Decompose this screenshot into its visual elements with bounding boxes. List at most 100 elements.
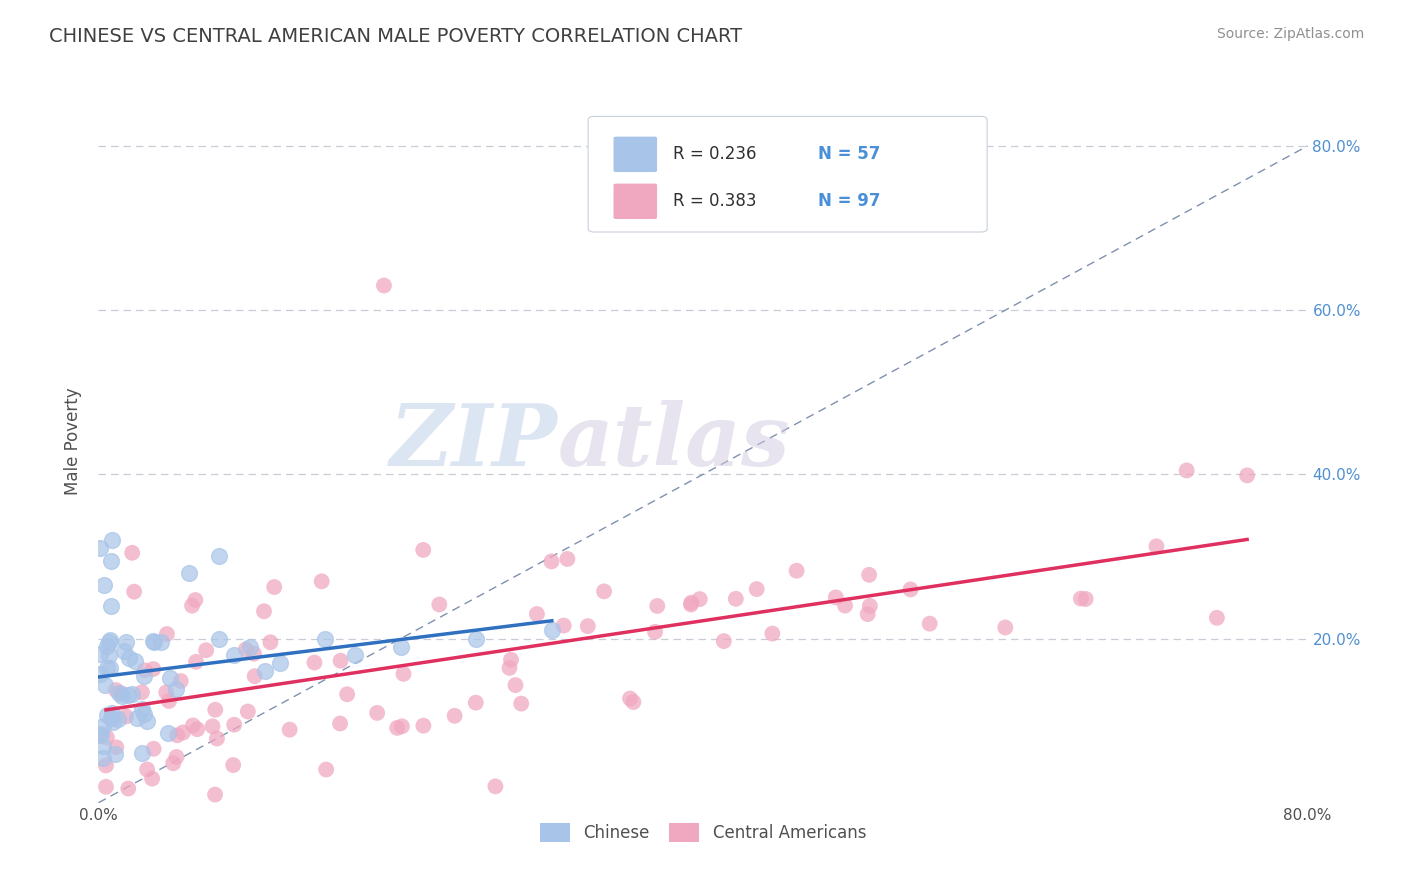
Legend: Chinese, Central Americans: Chinese, Central Americans xyxy=(533,816,873,848)
Point xyxy=(91,719,114,733)
Point xyxy=(745,582,768,596)
Point xyxy=(204,788,226,802)
Point xyxy=(373,278,395,293)
Point xyxy=(553,618,575,632)
Point xyxy=(201,719,224,733)
Point xyxy=(311,574,333,589)
Point xyxy=(134,669,156,683)
Point xyxy=(155,685,177,699)
Point xyxy=(195,643,218,657)
Point xyxy=(208,549,231,564)
Point xyxy=(96,731,118,745)
Point xyxy=(131,702,153,716)
Point xyxy=(644,624,666,639)
Point xyxy=(329,716,352,731)
Point xyxy=(165,682,187,697)
Point xyxy=(498,661,520,675)
Point xyxy=(824,591,846,605)
Point xyxy=(186,722,208,736)
Point xyxy=(1236,468,1258,483)
Text: CHINESE VS CENTRAL AMERICAN MALE POVERTY CORRELATION CHART: CHINESE VS CENTRAL AMERICAN MALE POVERTY… xyxy=(49,27,742,45)
Point xyxy=(412,542,434,557)
Point xyxy=(94,780,117,794)
Point xyxy=(834,599,856,613)
Point xyxy=(96,639,118,653)
Point xyxy=(900,582,922,597)
Point xyxy=(118,650,141,665)
Point xyxy=(105,740,128,755)
Point xyxy=(104,747,127,761)
Point xyxy=(117,781,139,796)
Point xyxy=(125,710,148,724)
Point xyxy=(93,678,115,692)
Point xyxy=(329,654,352,668)
Point xyxy=(859,599,882,613)
Point xyxy=(104,683,127,698)
Point xyxy=(172,725,194,739)
Point xyxy=(994,620,1017,634)
Point xyxy=(224,717,246,731)
Point xyxy=(858,567,880,582)
Point xyxy=(385,721,408,735)
Point xyxy=(157,694,180,708)
Point xyxy=(89,667,111,681)
Point xyxy=(181,718,204,732)
Point xyxy=(90,727,112,741)
Point xyxy=(443,708,465,723)
Point xyxy=(253,604,276,618)
Point xyxy=(101,706,124,721)
Point xyxy=(112,644,135,658)
FancyBboxPatch shape xyxy=(613,184,657,219)
Point xyxy=(243,647,266,661)
Point xyxy=(98,660,121,674)
Point xyxy=(1175,463,1198,477)
Point xyxy=(786,564,808,578)
Point xyxy=(505,678,527,692)
Point xyxy=(96,707,118,722)
Point xyxy=(761,626,783,640)
Point xyxy=(236,705,259,719)
Point xyxy=(89,647,111,661)
Point xyxy=(576,619,599,633)
Point xyxy=(162,756,184,771)
Point xyxy=(856,607,879,621)
Point xyxy=(392,666,415,681)
Point xyxy=(243,669,266,683)
Point xyxy=(142,633,165,648)
Point xyxy=(101,715,124,730)
Point xyxy=(235,642,257,657)
Point xyxy=(679,598,702,612)
Point xyxy=(96,661,118,675)
Point xyxy=(97,648,120,662)
Point xyxy=(121,687,143,701)
Point xyxy=(689,592,711,607)
Point xyxy=(93,578,115,592)
Point xyxy=(412,719,434,733)
Point xyxy=(156,627,179,641)
Point xyxy=(91,751,114,765)
Point xyxy=(181,599,204,613)
Point xyxy=(91,739,114,753)
Point xyxy=(117,688,139,702)
Point xyxy=(918,616,941,631)
Point xyxy=(239,640,262,654)
Point xyxy=(336,687,359,701)
Point xyxy=(136,714,159,728)
Point xyxy=(121,546,143,560)
Point xyxy=(142,741,165,756)
Point xyxy=(142,662,165,676)
Point xyxy=(111,690,134,704)
Point xyxy=(184,655,207,669)
Point xyxy=(131,746,153,760)
Text: N = 97: N = 97 xyxy=(818,192,880,210)
Point xyxy=(1144,539,1167,553)
Point xyxy=(224,648,246,662)
Point xyxy=(115,635,138,649)
Text: ZIP: ZIP xyxy=(389,400,558,483)
Point xyxy=(87,728,110,742)
Point xyxy=(184,593,207,607)
Point xyxy=(557,552,579,566)
Point xyxy=(94,758,117,772)
Point xyxy=(259,635,281,649)
Point xyxy=(263,580,285,594)
